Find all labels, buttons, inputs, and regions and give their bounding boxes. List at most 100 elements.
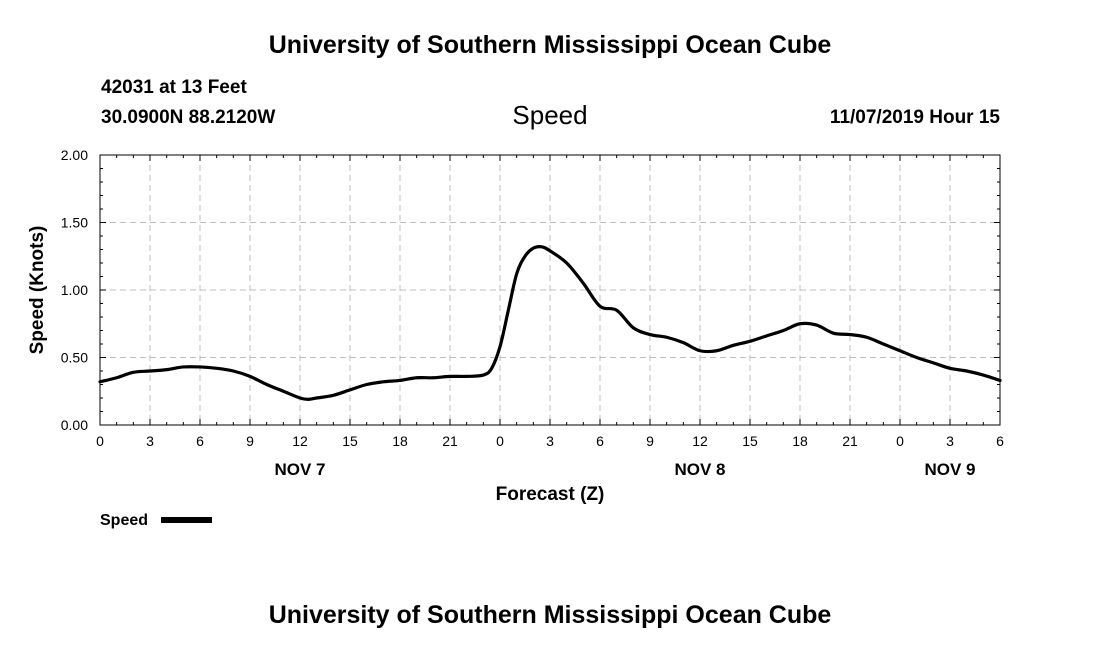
data-point: [615, 309, 618, 312]
datetime-label: 11/07/2019 Hour 15: [829, 107, 1000, 128]
y-tick-label: 1.50: [61, 215, 88, 231]
x-tick-label: 0: [96, 433, 104, 449]
data-point: [649, 333, 651, 336]
x-tick-label: 6: [596, 433, 604, 449]
data-point: [507, 309, 510, 312]
data-point: [432, 376, 435, 379]
data-point: [765, 335, 768, 337]
data-point: [415, 376, 418, 379]
data-point: [132, 371, 135, 374]
data-point: [449, 375, 451, 378]
legend: Speed: [100, 512, 212, 529]
data-point: [115, 376, 118, 379]
y-tick-label: 0.50: [61, 350, 88, 366]
x-tick-label: 0: [496, 433, 504, 449]
data-point: [482, 374, 485, 376]
data-point: [715, 349, 718, 352]
x-tick-label: 0: [896, 433, 904, 449]
y-tick-label: 1.00: [61, 282, 88, 298]
data-point: [332, 394, 335, 397]
y-axis-label: Speed (Knots): [27, 226, 48, 355]
data-point: [307, 398, 310, 401]
data-point: [215, 367, 218, 370]
footer-title: University of Southern Mississippi Ocean…: [268, 601, 832, 629]
data-point: [699, 349, 701, 352]
x-tick-label: 12: [692, 433, 708, 449]
x-tick-label: 6: [196, 433, 204, 449]
data-point: [399, 379, 401, 382]
x-tick-label: 21: [442, 433, 458, 449]
data-point: [465, 375, 468, 378]
data-point: [749, 340, 751, 343]
x-tick-label: 3: [946, 433, 954, 449]
data-point: [99, 381, 101, 383]
data-point: [232, 370, 235, 372]
page-title: University of Southern Mississippi Ocean…: [268, 31, 832, 59]
data-point: [349, 389, 351, 391]
data-point: [665, 336, 668, 339]
data-point: [632, 327, 635, 329]
data-point: [582, 282, 585, 285]
data-point: [499, 345, 501, 348]
data-point: [965, 370, 968, 372]
day-label: NOV 8: [674, 460, 725, 479]
data-point: [999, 379, 1001, 382]
chart-title: Speed: [512, 100, 588, 130]
data-point: [265, 383, 268, 386]
data-point: [299, 397, 301, 399]
data-point: [282, 390, 285, 393]
data-point: [815, 324, 818, 326]
data-point: [540, 246, 543, 248]
axes: 0 3 6 9 12 15 18 21 0 3 6 9 12 15 18 21 0 3 6 0.00 0.50 1.00 1…: [61, 147, 1004, 479]
x-tick-label: 3: [146, 433, 154, 449]
data-point: [865, 336, 868, 339]
x-tick-label: 9: [246, 433, 254, 449]
data-point: [932, 362, 935, 364]
station-label: 42031 at 13 Feet: [101, 77, 247, 98]
data-point: [549, 250, 551, 252]
x-tick-label: 18: [792, 433, 808, 449]
data-point: [182, 366, 185, 368]
data-point: [199, 366, 201, 368]
data-point: [849, 333, 851, 336]
series-line-speed: [98, 244, 1002, 401]
legend-swatch-speed: [161, 517, 212, 523]
legend-entry-speed: Speed: [100, 512, 148, 529]
x-tick-label: 18: [392, 433, 408, 449]
data-point: [599, 305, 601, 308]
data-point: [149, 370, 151, 372]
data-point: [249, 375, 251, 378]
y-tick-label: 2.00: [61, 147, 88, 163]
x-tick-label: 9: [646, 433, 654, 449]
day-label: NOV 9: [924, 460, 975, 479]
day-label: NOV 7: [274, 460, 325, 479]
data-point: [882, 343, 885, 345]
data-point: [682, 341, 685, 344]
data-point: [365, 383, 368, 386]
y-tick-label: 0.00: [61, 417, 88, 433]
data-point: [982, 374, 985, 376]
data-point: [782, 329, 785, 332]
data-point: [490, 367, 493, 370]
x-tick-label: 15: [342, 433, 358, 449]
data-point: [524, 255, 526, 258]
location-label: 30.0900N 88.2120W: [101, 107, 276, 128]
data-point: [832, 332, 835, 335]
x-axis-label: Forecast (Z): [496, 484, 605, 505]
x-tick-label: 6: [996, 433, 1004, 449]
data-point: [565, 262, 568, 264]
x-tick-label: 15: [742, 433, 758, 449]
data-point: [532, 247, 535, 249]
data-point: [382, 381, 385, 383]
x-tick-label: 21: [842, 433, 858, 449]
data-point: [899, 349, 901, 352]
data-point: [315, 397, 318, 399]
data-point: [799, 322, 801, 325]
x-tick-label: 3: [546, 433, 554, 449]
data-point: [915, 356, 918, 359]
x-tick-label: 12: [292, 433, 308, 449]
grid: [100, 155, 1000, 425]
data-point: [732, 344, 735, 347]
data-point: [515, 273, 518, 275]
